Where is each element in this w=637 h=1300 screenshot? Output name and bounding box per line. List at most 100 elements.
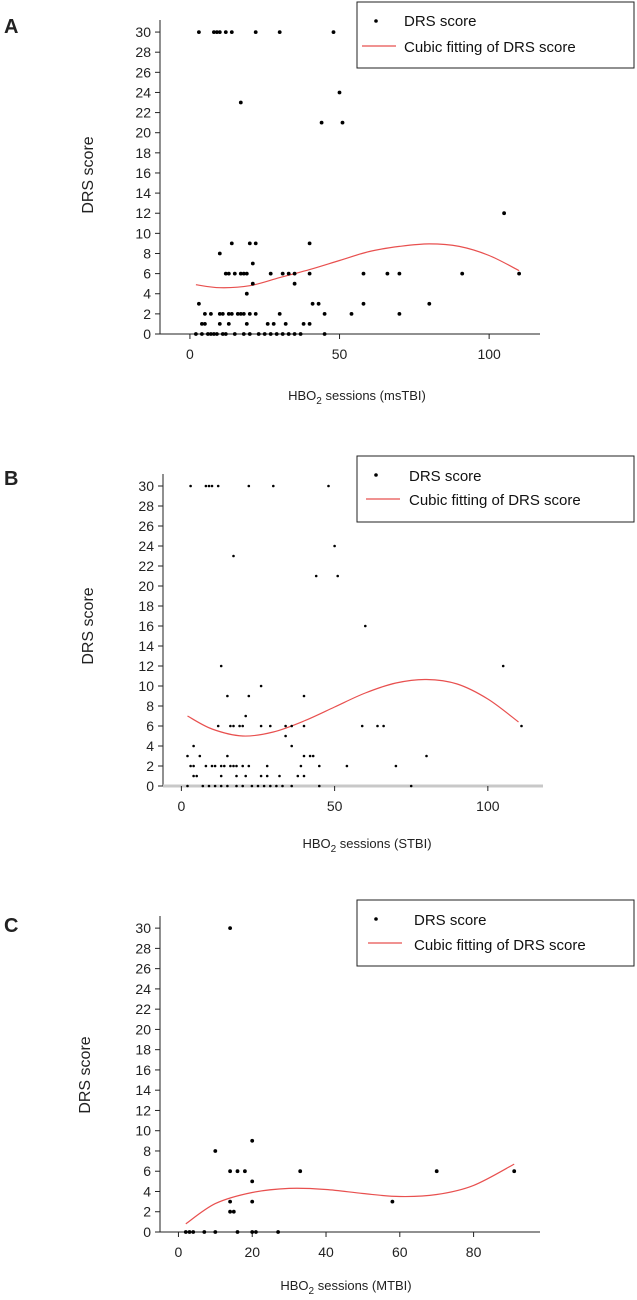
data-point-a	[286, 271, 291, 276]
data-point-a	[268, 271, 273, 276]
data-point-a	[253, 30, 258, 34]
data-point-c	[512, 1169, 517, 1174]
data-point-a	[220, 312, 225, 316]
panel-letter-a: A	[4, 16, 18, 38]
data-point-b	[223, 764, 226, 768]
data-point-c	[191, 1230, 196, 1234]
data-point-b	[241, 764, 244, 768]
data-point-c	[434, 1169, 439, 1174]
data-point-a	[247, 332, 252, 336]
y-tick-label-a: 8	[143, 245, 151, 261]
legend-box-a	[356, 1, 635, 69]
data-point-b	[247, 484, 251, 488]
data-point-b	[189, 484, 192, 488]
data-point-b	[226, 784, 229, 788]
y-tick-label-c: 24	[135, 981, 151, 997]
y-tick-label-c: 8	[143, 1143, 151, 1159]
data-point-a	[397, 271, 402, 276]
data-point-b	[232, 554, 235, 558]
data-point-a	[292, 332, 297, 336]
data-point-a	[244, 291, 249, 296]
data-point-c	[187, 1230, 192, 1234]
data-point-b	[382, 724, 385, 728]
data-point-a	[223, 30, 228, 34]
data-point-a	[232, 332, 237, 336]
data-point-b	[219, 664, 223, 668]
y-tick-label-b: 2	[146, 758, 154, 774]
data-point-a	[322, 332, 327, 336]
x-tick-label-b: 0	[177, 798, 185, 814]
legend-box-c	[356, 899, 635, 967]
data-point-a	[427, 301, 432, 306]
data-point-b	[278, 774, 281, 778]
data-point-b	[247, 764, 251, 768]
data-point-b	[262, 784, 266, 788]
y-tick-label-a: 20	[135, 125, 151, 141]
data-point-b	[345, 764, 349, 768]
legend-a: DRS score Cubic fitting of DRS score	[356, 1, 635, 69]
y-tick-label-b: 10	[138, 678, 154, 694]
y-tick-label-c: 4	[143, 1183, 151, 1199]
data-point-a	[298, 332, 303, 336]
data-point-b	[299, 764, 303, 768]
data-point-a	[316, 301, 321, 306]
y-tick-label-a: 12	[135, 205, 151, 221]
data-point-b	[235, 764, 238, 768]
data-point-a	[241, 271, 246, 276]
data-point-b	[226, 694, 229, 698]
data-point-b	[290, 744, 294, 748]
data-point-a	[349, 312, 354, 316]
cubic-fit-line-a	[195, 243, 520, 289]
data-point-b	[192, 744, 195, 748]
data-point-b	[219, 764, 223, 768]
data-point-a	[301, 322, 306, 326]
data-point-a	[206, 332, 210, 336]
y-tick-label-c: 14	[135, 1082, 151, 1098]
data-point-a	[217, 30, 222, 34]
data-point-a	[203, 322, 207, 326]
data-point-b	[219, 784, 223, 788]
data-point-c	[228, 1209, 233, 1214]
data-point-a	[280, 271, 285, 276]
y-tick-label-b: 4	[146, 738, 154, 754]
data-point-b	[210, 764, 214, 768]
data-point-a	[322, 312, 327, 316]
y-tick-label-b: 16	[138, 618, 154, 634]
data-point-a	[247, 312, 252, 316]
y-tick-label-c: 12	[135, 1102, 151, 1118]
data-point-b	[238, 724, 241, 728]
data-point-b	[302, 774, 306, 778]
data-point-c	[231, 1209, 236, 1214]
legend-c: DRS score Cubic fitting of DRS score	[356, 899, 635, 967]
data-point-b	[376, 724, 379, 728]
data-point-b	[250, 784, 254, 788]
y-tick-label-b: 22	[138, 558, 154, 574]
x-axis-title-a: HBO2 sessions (msTBI)	[288, 388, 426, 407]
data-point-a	[247, 241, 252, 246]
data-point-b	[327, 484, 330, 488]
data-point-c	[276, 1230, 280, 1234]
data-point-b	[210, 484, 214, 488]
data-point-a	[217, 251, 222, 256]
panel-letter-b: B	[4, 468, 18, 490]
data-point-c	[213, 1230, 218, 1234]
data-point-a	[203, 312, 207, 316]
data-point-a	[244, 322, 249, 326]
data-point-a	[385, 271, 390, 276]
data-point-a	[223, 332, 228, 336]
y-tick-label-a: 14	[135, 185, 151, 201]
y-tick-label-b: 30	[138, 478, 154, 494]
y-axis-title-b: DRS score	[80, 587, 97, 664]
data-point-a	[307, 322, 312, 326]
x-axis-title-b: HBO2 sessions (STBI)	[302, 836, 431, 855]
data-point-b	[281, 784, 284, 788]
y-tick-label-c: 22	[135, 1001, 151, 1017]
y-tick-label-a: 22	[135, 105, 151, 121]
data-point-a	[209, 332, 213, 336]
data-point-c	[228, 1169, 233, 1174]
y-tick-label-b: 6	[146, 718, 154, 734]
data-point-b	[192, 774, 195, 778]
data-point-a	[241, 332, 246, 336]
